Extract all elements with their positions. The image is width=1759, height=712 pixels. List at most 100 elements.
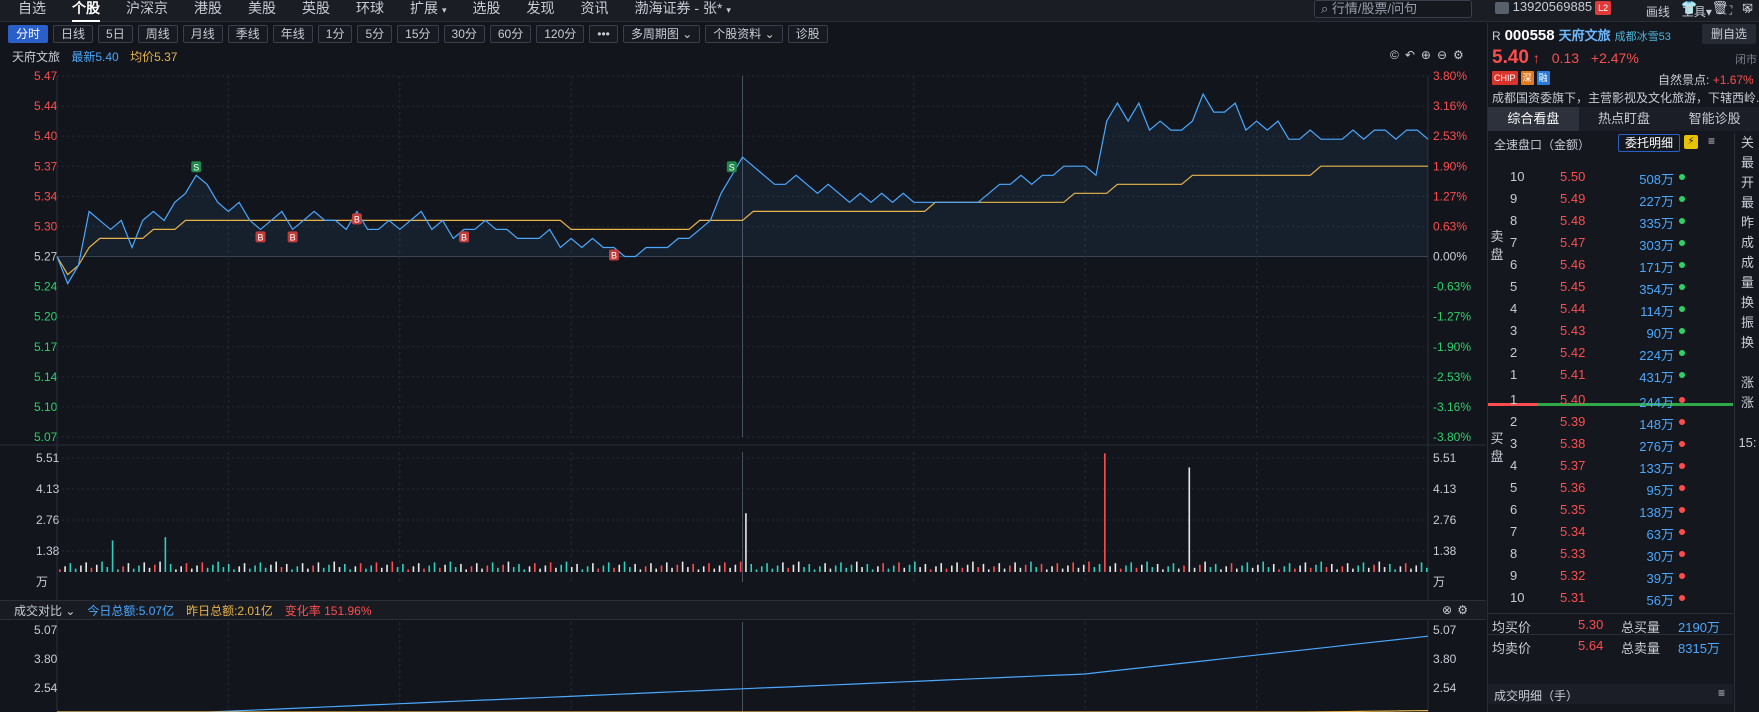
- menu-icon[interactable]: ≡: [1717, 686, 1725, 700]
- volume-bar: [892, 565, 895, 572]
- nav-item-10[interactable]: 资讯: [581, 0, 609, 22]
- panel-tab-2[interactable]: 智能诊股: [1688, 111, 1741, 126]
- volume-bar: [840, 562, 842, 572]
- nav-item-9[interactable]: 发现: [527, 0, 555, 22]
- trade-marker: [608, 249, 619, 261]
- period-button-13[interactable]: •••: [589, 25, 618, 43]
- period-button-8[interactable]: 5分: [357, 25, 393, 43]
- bid-row[interactable]: 6 5.35 138万: [1506, 499, 1734, 521]
- today-total: 今日总额:5.07亿: [87, 603, 175, 618]
- intraday-chart[interactable]: 5.47 3.80% 5.44 3.16% 5.40 2.53% 5.37 1.90% 5.34…: [0, 22, 1486, 712]
- period-button-5[interactable]: 季线: [227, 25, 268, 43]
- toolbar-tool-3[interactable]: »: [1744, 3, 1751, 17]
- zoom-out-icon[interactable]: ⊖: [1436, 48, 1448, 62]
- price-area: [57, 94, 1428, 284]
- period-button-3[interactable]: 周线: [137, 25, 178, 43]
- ask-row[interactable]: 4 5.44 114万: [1506, 298, 1734, 320]
- volume-bar: [903, 567, 906, 572]
- ask-row[interactable]: 2 5.42 224万: [1506, 342, 1734, 364]
- volume-bar: [270, 564, 272, 572]
- period-button-2[interactable]: 5日: [98, 25, 133, 43]
- toolbar-tool-1[interactable]: 工具▾: [1681, 5, 1712, 19]
- search-input[interactable]: ⌕ 行情/股票/问句: [1314, 0, 1472, 18]
- bid-row[interactable]: 4 5.37 133万: [1506, 455, 1734, 477]
- ask-row[interactable]: 9 5.49 227万: [1506, 188, 1734, 210]
- volume-bar: [824, 563, 826, 572]
- level-label: 4: [1510, 458, 1518, 473]
- nav-item-5[interactable]: 英股: [302, 0, 330, 22]
- period-button-15[interactable]: 个股资料 ⌄: [705, 25, 783, 43]
- bid-row[interactable]: 5 5.36 95万: [1506, 477, 1734, 499]
- period-button-14[interactable]: 多周期图 ⌄: [622, 25, 701, 43]
- nav-item-6[interactable]: 环球: [356, 0, 384, 22]
- nav-item-4[interactable]: 美股: [248, 0, 276, 22]
- ask-row[interactable]: 3 5.43 90万: [1506, 320, 1734, 342]
- volume-bar: [1067, 565, 1069, 572]
- nav-item-0[interactable]: 自选: [18, 0, 46, 22]
- sector-info[interactable]: 自然景点: +1.67%: [1658, 71, 1754, 88]
- remove-watchlist-button[interactable]: 删自选: [1702, 24, 1756, 44]
- orderbook-mode[interactable]: 全速盘口（金额）: [1494, 138, 1591, 152]
- period-button-6[interactable]: 年线: [272, 25, 313, 43]
- period-button-11[interactable]: 60分: [489, 25, 532, 43]
- bid-row[interactable]: 8 5.33 30万: [1506, 543, 1734, 565]
- mail-icon[interactable]: ✉: [1742, 0, 1753, 15]
- period-button-10[interactable]: 30分: [443, 25, 485, 43]
- period-button-4[interactable]: 月线: [182, 25, 223, 43]
- compare-dropdown[interactable]: 成交对比 ⌄: [14, 603, 76, 618]
- close-icon[interactable]: ⊗: [1441, 603, 1452, 617]
- toolbar-tool-0[interactable]: 画线: [1645, 5, 1670, 19]
- up-arrow-icon: ↑: [1532, 50, 1540, 66]
- panel-tab-1[interactable]: 热点盯盘: [1598, 111, 1651, 126]
- nav-item-11[interactable]: 渤海证券 - 张* ▾: [635, 0, 731, 22]
- ask-row[interactable]: 10 5.50 508万: [1506, 166, 1734, 188]
- period-button-16[interactable]: 诊股: [787, 25, 828, 43]
- trade-marker-label: B: [461, 232, 467, 242]
- volume-bar: [1336, 569, 1338, 572]
- nav-item-1[interactable]: 个股: [72, 0, 100, 22]
- period-button-9[interactable]: 15分: [397, 25, 439, 43]
- bid-row[interactable]: 1 5.40 244万: [1506, 389, 1734, 411]
- bid-row[interactable]: 9 5.32 39万: [1506, 565, 1734, 587]
- volume-bar: [1088, 561, 1090, 572]
- panel-tab-0[interactable]: 综合看盘: [1488, 107, 1579, 131]
- bid-row[interactable]: 10 5.31 56万: [1506, 587, 1734, 609]
- settings-icon[interactable]: ⚙: [1453, 48, 1464, 62]
- menu-icon[interactable]: ≡: [1708, 134, 1716, 148]
- ask-row[interactable]: 1 5.41 431万: [1506, 364, 1734, 386]
- period-button-1[interactable]: 日线: [53, 25, 94, 43]
- ask-row[interactable]: 7 5.47 303万: [1506, 232, 1734, 254]
- nav-item-7[interactable]: 扩展 ▾: [410, 0, 447, 22]
- toolbar-tool-2[interactable]: ⛶: [1723, 3, 1733, 17]
- volume-bar: [365, 568, 367, 572]
- volume-bar: [1225, 566, 1228, 572]
- lightning-icon[interactable]: ⚡: [1684, 135, 1698, 149]
- volume-bar: [201, 562, 204, 572]
- undo-icon[interactable]: ↶: [1404, 48, 1415, 62]
- ask-row[interactable]: 6 5.46 171万: [1506, 254, 1734, 276]
- settings-icon[interactable]: ⚙: [1457, 603, 1468, 617]
- trash-icon[interactable]: 🗑: [1711, 0, 1729, 15]
- period-button-0[interactable]: 分时: [8, 25, 49, 43]
- nav-item-8[interactable]: 选股: [473, 0, 501, 22]
- nav-item-2[interactable]: 沪深京: [126, 0, 168, 22]
- account-info[interactable]: 13920569885 L2: [1495, 0, 1612, 15]
- shirt-icon[interactable]: 👕: [1681, 0, 1698, 15]
- nav-item-3[interactable]: 港股: [194, 0, 222, 22]
- volume-bar: [317, 562, 320, 572]
- order-detail-button[interactable]: 委托明细: [1618, 134, 1681, 152]
- period-button-12[interactable]: 120分: [536, 25, 585, 43]
- status-dot-icon: [1679, 595, 1685, 601]
- bid-row[interactable]: 3 5.38 276万: [1506, 433, 1734, 455]
- volume-bar: [1426, 567, 1428, 572]
- ask-row[interactable]: 5 5.45 354万: [1506, 276, 1734, 298]
- ask-row[interactable]: 8 5.48 335万: [1506, 210, 1734, 232]
- copyright-icon[interactable]: ©: [1390, 48, 1399, 62]
- zoom-in-icon[interactable]: ⊕: [1420, 48, 1431, 62]
- stock-note[interactable]: 成都冰雪53: [1614, 31, 1671, 43]
- level-amount: 148万: [1639, 417, 1674, 432]
- period-button-7[interactable]: 1分: [317, 25, 353, 43]
- bid-row[interactable]: 2 5.39 148万: [1506, 411, 1734, 433]
- volume-bar: [982, 563, 985, 572]
- bid-row[interactable]: 7 5.34 63万: [1506, 521, 1734, 543]
